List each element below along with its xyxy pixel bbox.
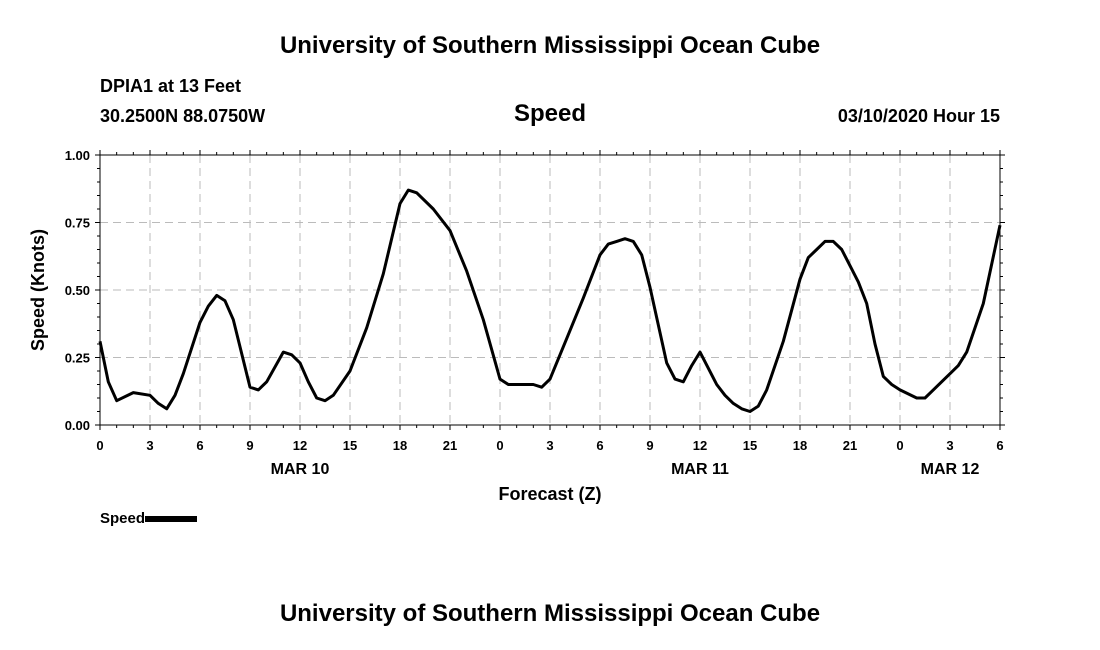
y-axis-label: Speed (Knots)	[28, 229, 48, 351]
x-tick-label: 15	[743, 438, 757, 453]
x-tick-label: 3	[146, 438, 153, 453]
legend: Speed	[100, 510, 198, 528]
x-tick-label: 6	[596, 438, 603, 453]
x-tick-label: 9	[646, 438, 653, 453]
chart-title: University of Southern Mississippi Ocean…	[279, 32, 821, 59]
y-tick-label: 0.75	[65, 216, 90, 231]
plot-frame	[99, 154, 1001, 426]
station-label: DPIA1 at 13 Feet	[100, 76, 242, 96]
gridlines	[100, 155, 1000, 425]
speed-series-line	[98, 188, 1002, 413]
coordinates-label: 30.2500N 88.0750W	[100, 106, 266, 126]
x-tick-label: 21	[443, 438, 457, 453]
x-tick-label: 6	[996, 438, 1003, 453]
footer-title: University of Southern Mississippi Ocean…	[279, 600, 821, 627]
x-tick-label: 0	[896, 438, 903, 453]
x-tick-label: 12	[693, 438, 707, 453]
x-tick-label: 18	[393, 438, 407, 453]
y-tick-label: 0.00	[65, 418, 90, 433]
date-label: MAR 11	[671, 461, 729, 478]
x-tick-label: 18	[793, 438, 807, 453]
x-tick-label: 0	[496, 438, 503, 453]
x-tick-label: 0	[96, 438, 103, 453]
y-tick-label: 0.50	[65, 283, 90, 298]
legend-label: Speed	[100, 510, 146, 527]
date-label: MAR 12	[921, 461, 980, 478]
x-tick-label: 15	[343, 438, 357, 453]
y-tick-label: 1.00	[65, 148, 90, 163]
x-tick-label: 3	[946, 438, 953, 453]
date-label: MAR 10	[271, 461, 330, 478]
variable-title: Speed	[513, 100, 587, 127]
x-tick-label: 6	[196, 438, 203, 453]
x-axis-label: Forecast (Z)	[498, 484, 601, 504]
x-tick-label: 3	[546, 438, 553, 453]
legend-swatch	[145, 515, 198, 522]
y-tick-label: 0.25	[65, 351, 90, 366]
x-tick-label: 9	[246, 438, 253, 453]
tick-labels: 0.00 0.25 0.50 0.75 1.00 0 3 6 9 12 15 18 21 0 3 6 9 12 15…	[65, 148, 1004, 478]
x-tick-label: 21	[843, 438, 857, 453]
datetime-label: 03/10/2020 Hour 15	[837, 106, 1000, 126]
x-tick-label: 12	[293, 438, 307, 453]
